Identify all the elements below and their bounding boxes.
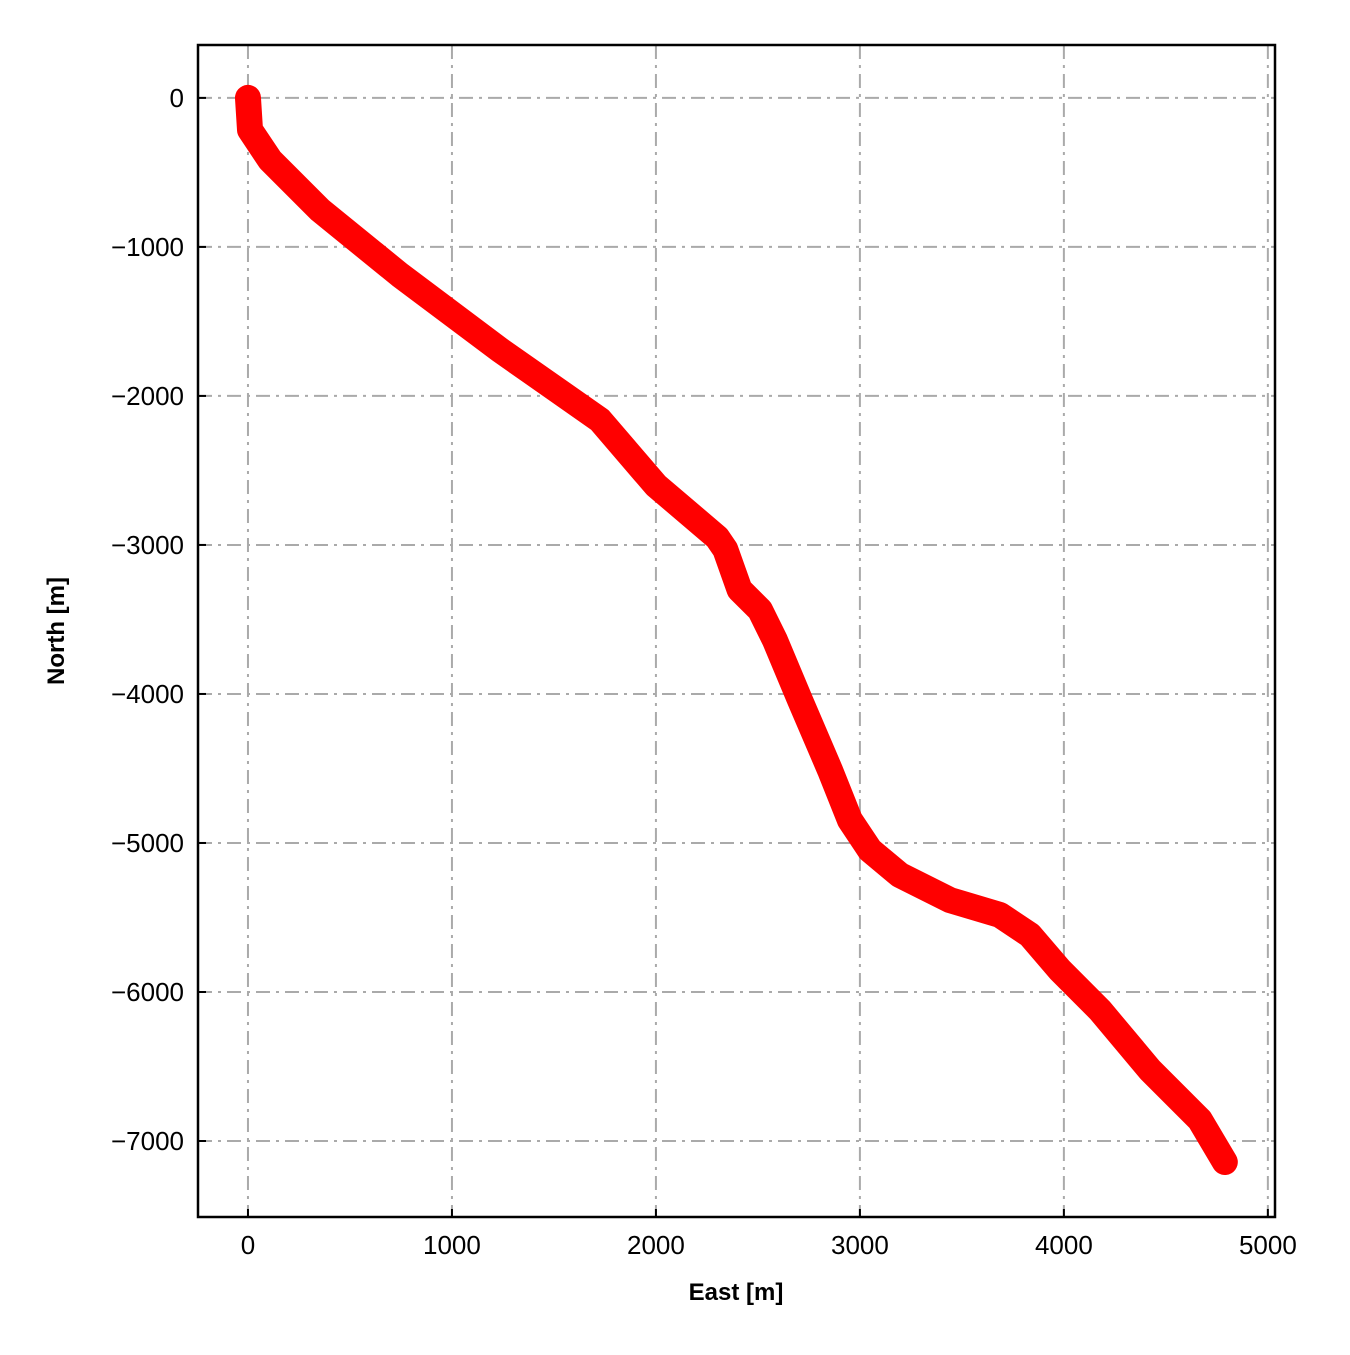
plot-frame [196,43,1277,1219]
x-tick-label: 0 [241,1230,255,1260]
y-tick-label: −1000 [111,232,184,262]
y-tick-label: −7000 [111,1126,184,1156]
x-tick-label: 5000 [1239,1230,1297,1260]
y-tick-label: 0 [170,83,184,113]
y-axis-label: North [m] [43,577,70,685]
x-axis-label: East [m] [689,1279,784,1306]
x-tick-label: 3000 [831,1230,889,1260]
x-tick-label: 1000 [423,1230,481,1260]
trajectory-line [234,84,1238,1176]
x-tick-label: 4000 [1035,1230,1093,1260]
x-tick-label: 2000 [627,1230,685,1260]
y-tick-label: −3000 [111,530,184,560]
y-tick-label: −6000 [111,977,184,1007]
y-tick-label: −2000 [111,381,184,411]
y-tick-label: −5000 [111,828,184,858]
y-tick-label: −4000 [111,679,184,709]
